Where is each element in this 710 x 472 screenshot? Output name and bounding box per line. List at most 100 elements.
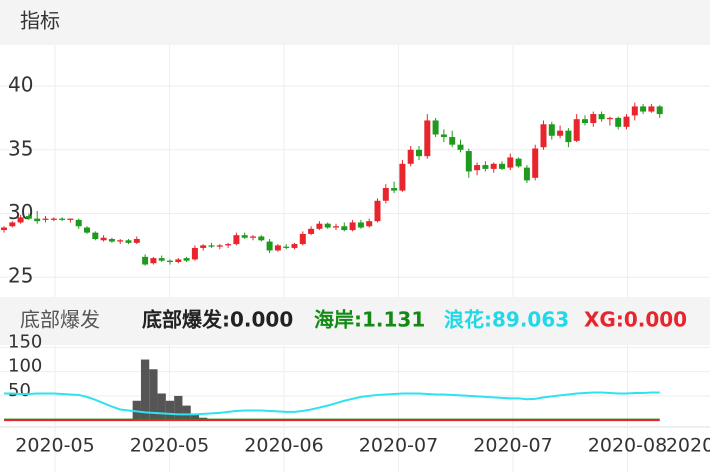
histogram-bar [174, 395, 183, 421]
candle-body [656, 106, 663, 115]
indicator-bar [0, 297, 710, 345]
candle-body [523, 167, 530, 181]
candle-body [432, 120, 439, 135]
candle-body [175, 259, 182, 262]
candle-body [640, 106, 647, 112]
x-tick-label: 2020-05 [15, 435, 94, 457]
candle-body [142, 256, 149, 265]
x-tick-label: 2020 [666, 435, 710, 457]
candle-body [623, 116, 630, 127]
candle-body [42, 218, 49, 220]
candle-body [631, 106, 638, 116]
candle-body [150, 258, 157, 264]
candle-body [75, 219, 82, 227]
candle-body [25, 216, 32, 219]
candle-body [17, 217, 24, 223]
candle-body [507, 157, 514, 168]
legend-entry: 底部爆发:0.000 [142, 308, 293, 332]
candle-body [233, 235, 240, 245]
candle-body [582, 119, 588, 124]
candle-body [407, 149, 414, 164]
candle-body [50, 218, 57, 220]
series-line [4, 391, 660, 416]
candle-body [191, 247, 198, 260]
candle-body [449, 137, 456, 145]
candle-body [241, 235, 248, 238]
y-tick-label: 150 [8, 331, 42, 352]
legend-entry: 海岸:1.131 [314, 308, 425, 332]
candle-body [440, 134, 447, 138]
candle-body [457, 144, 464, 150]
candle-body [490, 163, 497, 169]
candle-body [158, 258, 165, 261]
candle-body [324, 223, 331, 228]
x-tick-label: 2020-06 [244, 435, 323, 457]
y-tick-label: 50 [8, 380, 31, 401]
candle-body [515, 158, 522, 167]
candle-body [357, 222, 364, 228]
candle-body [590, 114, 597, 124]
candle-body [465, 151, 472, 172]
header-title: 指标 [20, 9, 60, 33]
candle-body [540, 124, 547, 148]
candle-body [341, 226, 348, 231]
histogram-bar [149, 369, 158, 421]
candle-body [615, 117, 622, 127]
candle-body [416, 149, 422, 157]
candle-body [606, 117, 613, 120]
legend-entry: XG:0.000 [584, 308, 687, 332]
candle-body [299, 233, 306, 245]
candle-body [499, 163, 505, 169]
candle-body [391, 188, 398, 191]
candle-body [274, 245, 281, 251]
candle-body [208, 245, 215, 247]
y-tick-label: 100 [8, 356, 42, 377]
candle-body [557, 130, 564, 136]
candle-body [84, 227, 90, 233]
candle-body [266, 241, 273, 251]
candle-body [648, 106, 655, 112]
legend-entry: 浪花:89.063 [444, 308, 569, 332]
candle-body [399, 163, 406, 191]
candle-body [474, 165, 481, 171]
y-tick-label: 25 [8, 264, 33, 288]
candle-body [366, 221, 373, 227]
candle-body [548, 124, 555, 136]
candle-body [125, 240, 132, 243]
candle-body [133, 239, 140, 243]
candle-body [349, 222, 356, 231]
candle-body [374, 200, 381, 222]
histogram-bar [182, 405, 191, 421]
candle-body [117, 240, 124, 242]
candle-body [532, 148, 539, 178]
candle-body [598, 114, 605, 120]
candle-body [92, 232, 99, 240]
x-tick-label: 2020-08 [588, 435, 667, 457]
candle-body [225, 244, 232, 246]
x-tick-label: 2020-07 [359, 435, 438, 457]
candle-body [333, 226, 339, 228]
candle-body [108, 239, 115, 242]
x-tick-label: 2020-07 [473, 435, 552, 457]
candle-body [382, 188, 389, 201]
candle-body [573, 119, 580, 141]
candle-body [216, 245, 223, 247]
y-tick-label: 40 [8, 73, 33, 97]
candle-body [34, 218, 41, 222]
candle-body [291, 244, 298, 248]
x-tick-label: 2020-05 [130, 435, 209, 457]
candle-body [167, 260, 173, 262]
candle-body [250, 236, 256, 238]
histogram-bar [190, 414, 200, 421]
histogram-bar [140, 359, 150, 421]
candle-body [316, 223, 323, 229]
y-tick-label: 35 [8, 136, 33, 160]
candle-body [283, 246, 290, 248]
candle-body [200, 245, 207, 248]
top-bar [0, 0, 710, 45]
candle-body [183, 258, 190, 261]
candle-body [59, 218, 66, 220]
candle-body [308, 228, 315, 234]
